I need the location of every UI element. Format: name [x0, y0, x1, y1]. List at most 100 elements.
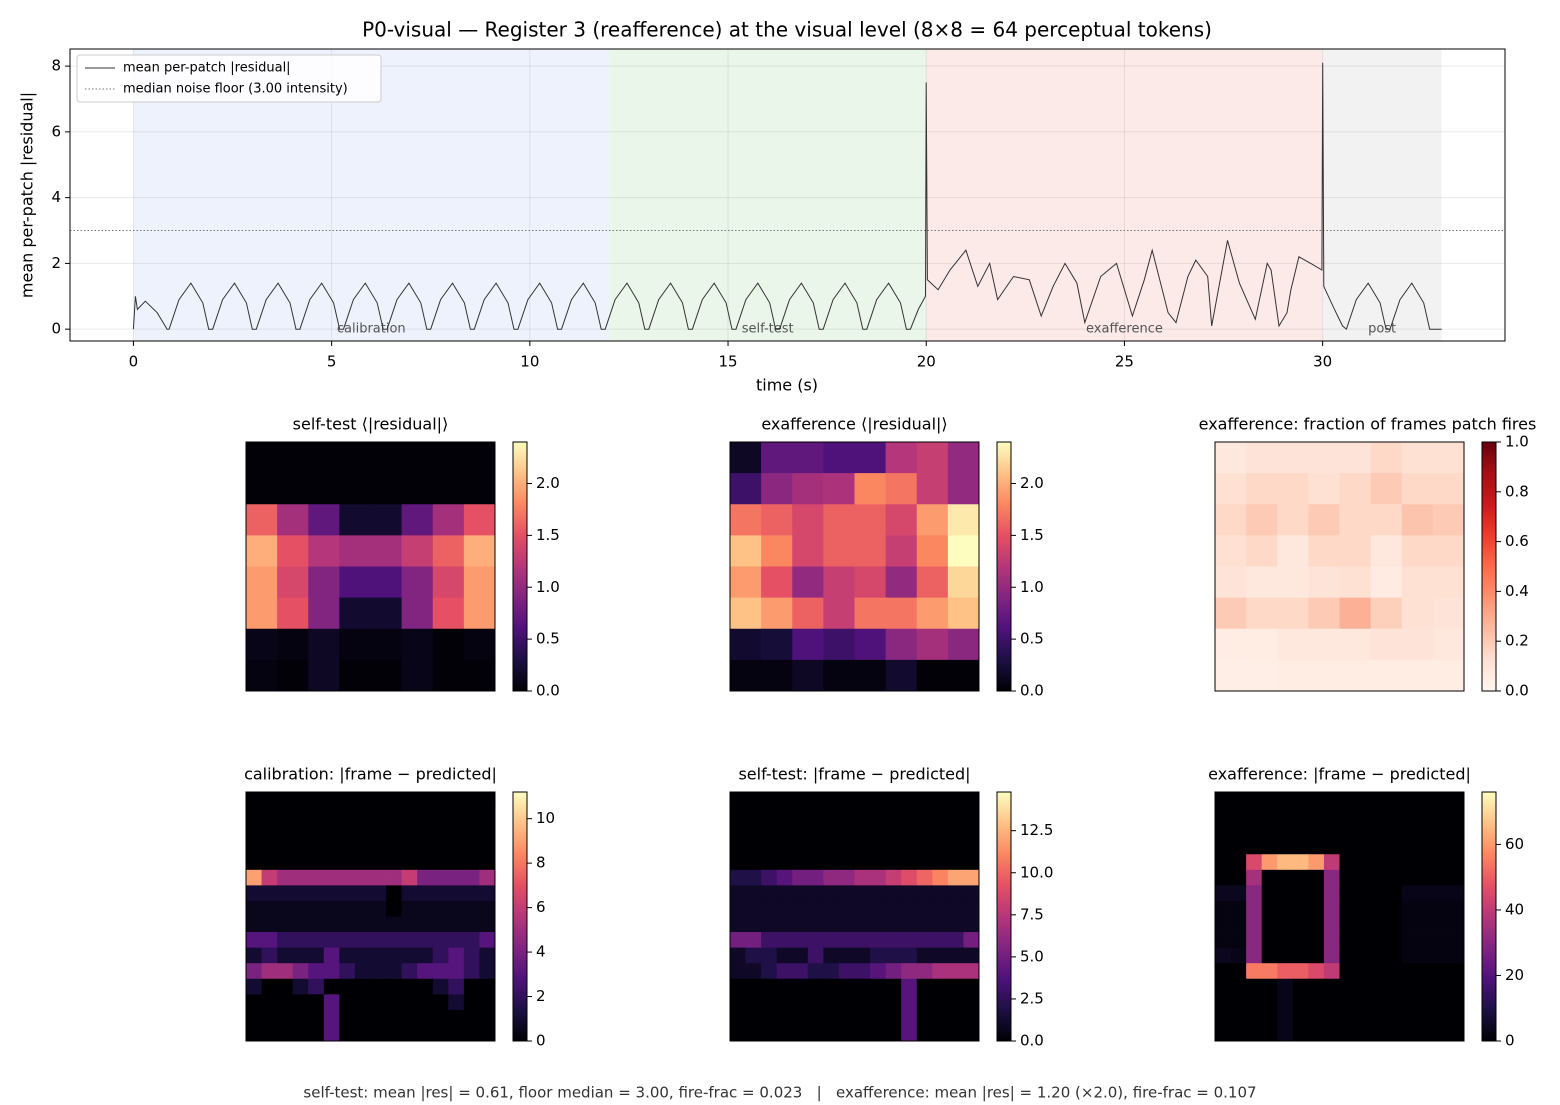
heatmap-cell [916, 473, 949, 505]
heatmap-cell [1308, 628, 1340, 661]
heatmap-cell [370, 854, 387, 871]
heatmap-cell [339, 885, 356, 902]
heatmap-cell [354, 1025, 371, 1042]
heatmap-cell [838, 823, 855, 840]
heatmap-cell [823, 807, 840, 824]
heatmap-cell [1246, 994, 1263, 1011]
heatmap-cell [401, 932, 418, 949]
heatmap-cell [1323, 885, 1340, 902]
heatmap-cell [1339, 963, 1356, 980]
heatmap-cell [308, 885, 325, 902]
heatmap-cell [761, 1009, 778, 1026]
heatmap-cell [1370, 659, 1403, 692]
heatmap-cell [1215, 535, 1247, 567]
heatmap-cell [277, 932, 294, 949]
heatmap-cell [386, 963, 403, 980]
heatmap-cell [432, 916, 449, 933]
heatmap-cell [1323, 916, 1340, 933]
heatmap-cell [1448, 823, 1465, 840]
heatmap-cell [916, 994, 933, 1011]
heatmap-cell [1386, 869, 1403, 886]
heatmap-cell [1401, 978, 1418, 995]
heatmap-cell [1323, 823, 1340, 840]
heatmap-cell [901, 1025, 918, 1042]
heatmap-cell [1215, 566, 1247, 599]
colorbar-tick-label: 0.0 [1505, 682, 1529, 700]
heatmap-cell [1401, 823, 1418, 840]
heatmap-cell [417, 978, 434, 995]
heatmap-cell [730, 597, 762, 630]
heatmap-cell [261, 1009, 278, 1026]
heatmap-cell [792, 932, 809, 949]
colorbar-tick-label: 0 [1505, 1032, 1515, 1050]
heatmap-cell [479, 807, 496, 824]
heatmap-cell [792, 838, 809, 855]
heatmap-cell [432, 823, 449, 840]
heatmap-cell [354, 885, 371, 902]
heatmap-cell [947, 504, 980, 536]
heatmap-cell [1246, 792, 1263, 808]
heatmap-cell [1277, 1025, 1294, 1042]
heatmap-cell [838, 1025, 855, 1042]
heatmap-cell [463, 947, 480, 964]
heatmap-cell [1339, 473, 1372, 505]
x-tick-label: 0 [129, 353, 139, 371]
heatmap-cell [885, 473, 918, 505]
heatmap-cell [1370, 442, 1403, 474]
heatmap-cell [246, 900, 262, 917]
heatmap-cell [339, 900, 356, 917]
heatmap-cell [1417, 900, 1434, 917]
heatmap-cell [792, 659, 824, 692]
heatmap-cell [761, 838, 778, 855]
heatmap-cell [1370, 504, 1403, 536]
heatmap-cell [870, 869, 887, 886]
heatmap-cell [745, 963, 762, 980]
heatmap-cell [963, 994, 980, 1011]
heatmap-cell [308, 932, 325, 949]
colorbar-tick-label: 5.0 [1020, 947, 1044, 965]
heatmap-cell [916, 854, 933, 871]
heatmap-cell [386, 885, 403, 902]
colorbar-tick-label: 10.0 [1020, 863, 1053, 881]
heatmap-cell [838, 932, 855, 949]
heatmap-cell [339, 1009, 356, 1026]
heatmap-cell [854, 792, 871, 808]
heatmap-cell [463, 504, 496, 536]
y-tick-label: 8 [51, 57, 61, 75]
heatmap-cell [448, 1009, 465, 1026]
heatmap-cell [916, 963, 933, 980]
heatmap-cell [308, 854, 325, 871]
heatmap-cell [1339, 628, 1372, 661]
heatmap-cell [901, 900, 918, 917]
heatmap-cell [401, 628, 434, 661]
heatmap-cell [1339, 947, 1356, 964]
heatmap-cell [1448, 963, 1465, 980]
heatmap-cell [745, 838, 762, 855]
heatmap-cell [947, 854, 964, 871]
heatmap-cell [1355, 900, 1372, 917]
heatmap-cell [1432, 1025, 1449, 1042]
heatmap-cell [1432, 442, 1465, 474]
heatmap-cell [323, 823, 340, 840]
heatmap-cell [1448, 838, 1465, 855]
colorbar-tick-label: 0.2 [1505, 632, 1529, 650]
heatmap-cell [885, 978, 902, 995]
heatmap-cell [370, 1009, 387, 1026]
heatmap-cell [246, 994, 262, 1011]
heatmap-cell [1448, 900, 1465, 917]
heatmap-cell [1246, 504, 1278, 536]
heatmap-cell [745, 1025, 762, 1042]
heatmap-cell [1339, 978, 1356, 995]
heatmap-cell [854, 947, 871, 964]
heatmap-cell [463, 566, 496, 599]
heatmap-cell [277, 1025, 294, 1042]
colorbar-tick-label: 1.5 [1020, 526, 1044, 544]
heatmap-cell [448, 823, 465, 840]
heatmap-cell [823, 823, 840, 840]
heatmap-cell [1401, 1025, 1418, 1042]
heatmap-cell [1277, 442, 1309, 474]
heatmap-cell [1432, 885, 1449, 902]
heatmap-cell [261, 885, 278, 902]
heatmap-cell [1215, 885, 1231, 902]
heatmap-cell [292, 1009, 309, 1026]
